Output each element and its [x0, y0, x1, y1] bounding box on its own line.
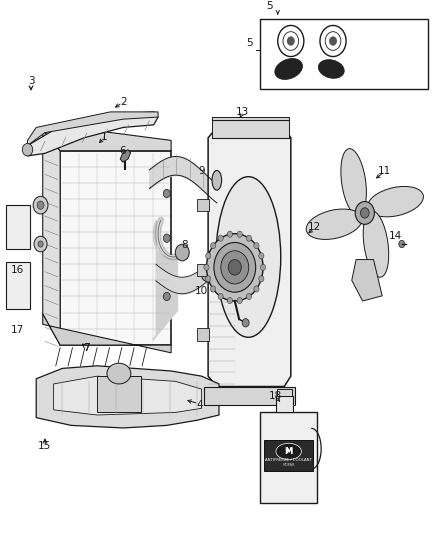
- Ellipse shape: [212, 171, 222, 190]
- Circle shape: [175, 244, 189, 261]
- Circle shape: [33, 196, 48, 214]
- Bar: [97, 376, 141, 413]
- Circle shape: [237, 231, 242, 237]
- Text: 17: 17: [11, 325, 25, 335]
- Polygon shape: [43, 130, 60, 345]
- Text: 1: 1: [100, 132, 107, 142]
- Circle shape: [355, 201, 374, 224]
- Ellipse shape: [318, 60, 344, 78]
- Polygon shape: [43, 314, 171, 353]
- Text: 11: 11: [378, 166, 391, 176]
- Circle shape: [254, 243, 259, 249]
- Text: 5: 5: [266, 1, 272, 11]
- Text: 13: 13: [237, 107, 250, 117]
- Circle shape: [201, 265, 215, 282]
- Circle shape: [34, 236, 47, 252]
- Text: 2: 2: [120, 96, 127, 107]
- Ellipse shape: [275, 59, 303, 79]
- Text: 8: 8: [182, 240, 188, 250]
- Circle shape: [211, 286, 216, 292]
- Circle shape: [227, 297, 233, 304]
- Bar: [277, 389, 292, 396]
- Bar: [197, 264, 209, 276]
- Text: 7: 7: [83, 343, 89, 353]
- Text: 18: 18: [269, 391, 282, 401]
- Circle shape: [287, 36, 295, 46]
- Text: 12: 12: [308, 222, 321, 232]
- Text: M: M: [285, 447, 293, 456]
- Circle shape: [218, 235, 223, 241]
- Polygon shape: [208, 127, 291, 386]
- Text: 3: 3: [28, 76, 34, 86]
- Circle shape: [214, 243, 256, 292]
- Text: 10: 10: [195, 286, 208, 296]
- Bar: [60, 151, 171, 345]
- Bar: [197, 199, 209, 212]
- Bar: [6, 205, 30, 249]
- Circle shape: [242, 319, 249, 327]
- Bar: [260, 19, 428, 88]
- Circle shape: [163, 234, 170, 243]
- Circle shape: [211, 243, 216, 249]
- Circle shape: [261, 264, 266, 270]
- Circle shape: [329, 36, 337, 46]
- Polygon shape: [43, 125, 171, 151]
- Polygon shape: [204, 386, 295, 405]
- Text: 4: 4: [196, 400, 203, 410]
- Ellipse shape: [107, 363, 131, 384]
- Text: ANTIFREEZE / COOLANT: ANTIFREEZE / COOLANT: [265, 458, 312, 463]
- Circle shape: [205, 276, 211, 282]
- Text: M: M: [285, 448, 292, 455]
- Ellipse shape: [306, 209, 362, 239]
- Circle shape: [221, 251, 249, 284]
- Ellipse shape: [276, 443, 301, 459]
- Circle shape: [399, 240, 405, 248]
- Bar: [197, 328, 209, 341]
- Circle shape: [38, 241, 43, 247]
- Circle shape: [237, 297, 242, 304]
- Circle shape: [163, 189, 170, 198]
- Ellipse shape: [341, 149, 367, 215]
- Ellipse shape: [216, 176, 281, 337]
- Polygon shape: [36, 366, 219, 428]
- Bar: [6, 262, 30, 309]
- Circle shape: [163, 292, 170, 301]
- Circle shape: [206, 233, 263, 301]
- Circle shape: [218, 293, 223, 300]
- Text: 16: 16: [11, 265, 25, 275]
- Ellipse shape: [363, 211, 389, 277]
- Text: 14: 14: [389, 231, 402, 241]
- Bar: [276, 396, 293, 413]
- Text: 15: 15: [38, 441, 52, 451]
- Polygon shape: [352, 260, 382, 301]
- Polygon shape: [28, 112, 158, 156]
- Bar: [212, 117, 289, 138]
- Circle shape: [37, 201, 44, 209]
- Circle shape: [254, 286, 259, 292]
- Circle shape: [246, 235, 251, 241]
- Ellipse shape: [367, 187, 424, 217]
- Circle shape: [205, 253, 211, 259]
- Text: 9: 9: [198, 166, 205, 176]
- Text: 6: 6: [119, 146, 126, 156]
- Bar: [260, 413, 317, 503]
- Bar: [264, 440, 313, 471]
- Circle shape: [22, 143, 33, 156]
- Text: 7: 7: [83, 343, 89, 353]
- Circle shape: [259, 276, 264, 282]
- Circle shape: [360, 208, 369, 218]
- Circle shape: [204, 264, 209, 270]
- Polygon shape: [120, 150, 131, 162]
- Circle shape: [227, 231, 233, 237]
- Text: 5: 5: [246, 38, 253, 48]
- Polygon shape: [53, 376, 201, 415]
- Text: MOPAR: MOPAR: [283, 463, 295, 467]
- Circle shape: [246, 293, 251, 300]
- Polygon shape: [28, 112, 158, 146]
- Circle shape: [228, 260, 241, 275]
- Circle shape: [259, 253, 264, 259]
